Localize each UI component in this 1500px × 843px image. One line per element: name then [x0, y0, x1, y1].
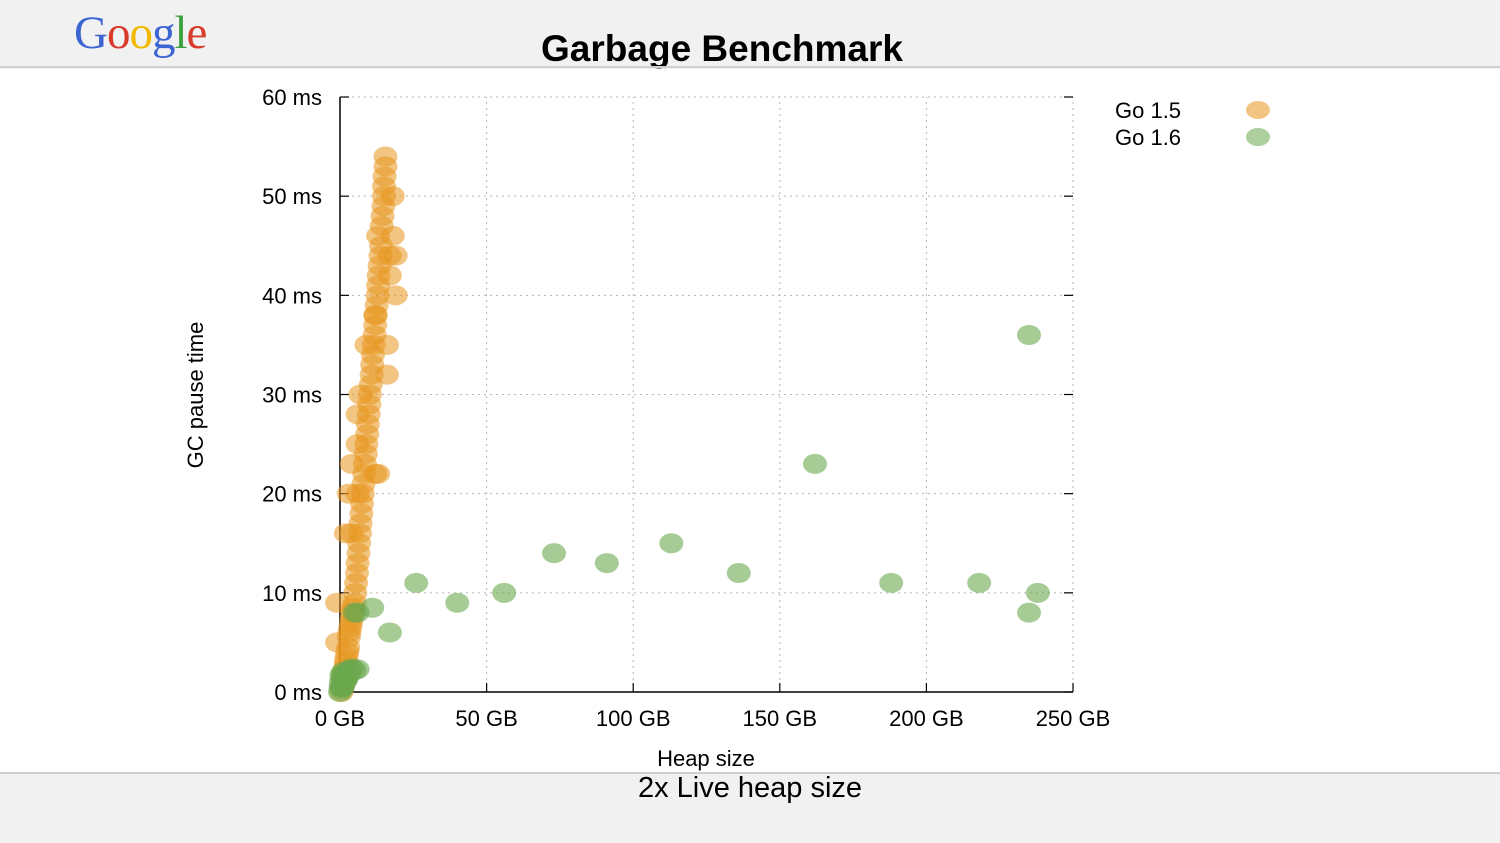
slide-title: Garbage Benchmark: [541, 28, 903, 69]
data-point: [542, 543, 567, 564]
data-point: [383, 285, 408, 306]
logo-letter: o: [129, 7, 152, 59]
data-point: [328, 677, 353, 698]
logo-letter: o: [106, 7, 130, 59]
y-tick-label: 10 ms: [262, 581, 322, 606]
chart-legend: Go 1.5Go 1.6: [1115, 98, 1270, 150]
x-tick-label: 100 GB: [596, 706, 671, 731]
data-point: [726, 563, 751, 583]
data-point: [374, 334, 399, 355]
data-point: [325, 592, 350, 613]
x-tick-label: 250 GB: [1036, 706, 1111, 731]
data-point: [383, 245, 408, 266]
legend-marker: [1246, 128, 1270, 146]
data-point: [594, 553, 619, 574]
legend-label: Go 1.5: [1115, 98, 1181, 123]
y-tick-label: 60 ms: [262, 85, 322, 110]
scatter-chart: 0 GB 50 GB 100 GB 150 GB 200 GB 250 GB 0 ms 10 …: [183, 85, 1270, 771]
data-point: [1017, 602, 1042, 623]
y-tick-label: 0 ms: [274, 680, 322, 705]
data-point: [802, 453, 827, 474]
x-tick-label: 50 GB: [455, 706, 517, 731]
chart-ticks: 0 GB 50 GB 100 GB 150 GB 200 GB 250 GB 0 ms 10 …: [262, 85, 1110, 731]
data-point: [1017, 325, 1042, 345]
y-tick-label: 20 ms: [262, 482, 322, 507]
data-point: [879, 572, 904, 593]
y-tick-label: 30 ms: [262, 383, 322, 408]
x-axis-label: Heap size: [657, 746, 755, 771]
data-point: [366, 463, 391, 484]
data-point: [404, 572, 429, 593]
header-divider: [0, 66, 1500, 68]
slide-caption: 2x Live heap size: [637, 772, 863, 804]
data-point: [377, 622, 402, 643]
slide-content: 0 GB 50 GB 100 GB 150 GB 200 GB 250 GB 0 ms 10 …: [0, 69, 1500, 773]
data-point: [377, 265, 402, 286]
data-point: [374, 364, 399, 385]
series-1: [328, 325, 1050, 702]
footer-divider: [0, 772, 1500, 774]
data-point: [492, 582, 517, 603]
data-point: [445, 592, 470, 613]
slide-header: Google Garbage Benchmark: [0, 0, 1500, 69]
x-tick-label: 200 GB: [889, 706, 964, 731]
data-point: [380, 225, 405, 246]
data-point: [363, 305, 388, 326]
data-point: [659, 533, 684, 554]
legend-marker: [1246, 101, 1270, 119]
chart-points: [325, 146, 1050, 702]
data-point: [345, 659, 370, 680]
y-axis-label: GC pause time: [183, 322, 208, 469]
data-point: [360, 597, 385, 618]
y-tick-label: 50 ms: [262, 184, 322, 209]
google-logo: Google: [74, 6, 208, 60]
data-point: [373, 146, 398, 167]
logo-letter: l: [174, 7, 187, 59]
data-point: [380, 186, 405, 207]
logo-letter: g: [151, 7, 175, 59]
x-tick-label: 150 GB: [742, 706, 817, 731]
logo-letter: G: [74, 7, 108, 59]
data-point: [345, 483, 370, 504]
x-tick-label: 0 GB: [315, 706, 365, 731]
y-tick-label: 40 ms: [262, 283, 322, 308]
data-point: [1025, 582, 1050, 603]
legend-label: Go 1.6: [1115, 125, 1181, 150]
data-point: [339, 523, 364, 544]
data-point: [967, 572, 992, 593]
logo-letter: e: [186, 7, 208, 59]
chart-grid: [340, 96, 1074, 692]
